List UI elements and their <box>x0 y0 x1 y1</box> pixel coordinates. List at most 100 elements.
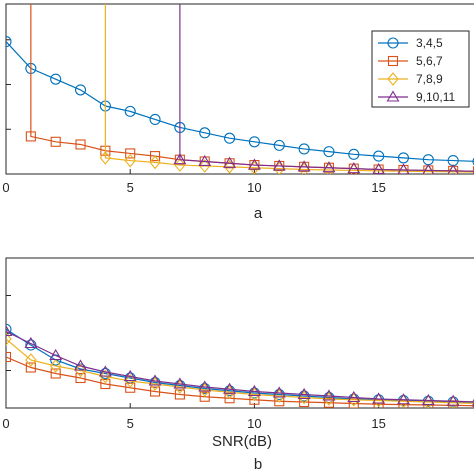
data-point <box>99 151 112 165</box>
x-tick-label: 15 <box>371 180 385 195</box>
data-point <box>198 154 212 167</box>
data-point <box>100 378 111 390</box>
data-point <box>25 131 36 142</box>
x-tick-label: 5 <box>127 180 134 195</box>
data-point <box>198 380 212 392</box>
data-point <box>223 156 237 168</box>
data-point <box>422 163 435 174</box>
data-point <box>322 389 336 401</box>
data-point <box>273 139 285 151</box>
x-tick-label: 0 <box>2 180 9 195</box>
data-point <box>247 384 261 397</box>
panel-label: b <box>254 456 262 473</box>
data-point <box>397 152 410 164</box>
data-point <box>272 159 286 171</box>
legend: 3,4,5 5,6,7 7,8,9 9,10,11 <box>371 30 470 108</box>
data-point <box>6 36 12 48</box>
data-point <box>348 148 360 160</box>
data-point <box>297 160 311 172</box>
data-point <box>347 390 361 403</box>
data-point <box>125 382 136 393</box>
data-point <box>74 363 87 378</box>
data-point <box>373 399 384 408</box>
data-point <box>199 127 211 139</box>
data-point <box>50 368 61 379</box>
x-tick-label: 15 <box>371 416 385 431</box>
data-point <box>124 374 136 388</box>
data-point <box>6 324 13 337</box>
data-point <box>373 150 385 162</box>
data-point <box>199 391 210 402</box>
legend-marker <box>387 72 399 86</box>
data-point <box>447 164 459 174</box>
axes-box <box>5 257 474 409</box>
data-point <box>298 143 310 155</box>
data-point <box>49 359 62 373</box>
data-point <box>372 162 386 174</box>
series-line <box>104 4 474 173</box>
data-point <box>148 374 162 386</box>
data-point <box>348 398 359 408</box>
data-point <box>472 157 474 166</box>
x-tick-label: 0 <box>2 416 9 431</box>
x-axis-label: SNR(dB) <box>212 433 272 450</box>
chart-panel-b: 0 5 10 15 SNR(dB) b <box>2 257 474 473</box>
x-tick-label: 10 <box>247 180 261 195</box>
series-5-6-7 <box>6 351 474 408</box>
data-point <box>272 386 286 398</box>
chart-panel-a: 0 5 10 15 3,4,5 5,6,7 7,8,9 9,10,11 a <box>2 3 474 222</box>
series-9-10-11 <box>6 324 474 407</box>
data-point <box>223 159 236 174</box>
data-point <box>173 153 187 165</box>
axes-box <box>5 3 474 175</box>
data-point <box>124 105 136 117</box>
data-point <box>372 392 386 404</box>
data-point <box>6 332 12 346</box>
data-point <box>149 155 161 170</box>
series-line <box>179 4 474 172</box>
data-point <box>149 113 161 125</box>
x-tick-label: 10 <box>247 416 261 431</box>
series-3-4-5 <box>6 36 474 167</box>
data-point <box>123 369 137 382</box>
data-point <box>397 163 410 174</box>
data-point <box>24 336 38 349</box>
legend-label: 5,6,7 <box>416 54 443 68</box>
legend-label: 9,10,11 <box>416 90 455 104</box>
data-point <box>224 132 236 144</box>
data-point <box>75 139 86 150</box>
data-point <box>50 136 61 147</box>
legend-marker <box>387 37 399 49</box>
data-point <box>397 393 410 405</box>
data-point <box>125 148 136 159</box>
data-point <box>223 382 237 394</box>
data-point <box>74 84 87 96</box>
data-point <box>447 164 459 174</box>
data-point <box>6 323 12 335</box>
data-point <box>421 393 435 406</box>
data-point <box>446 394 460 406</box>
data-point <box>323 397 334 408</box>
data-point <box>99 369 112 384</box>
data-point <box>199 159 211 173</box>
series-9-10-11 <box>173 4 474 174</box>
legend-label: 7,8,9 <box>416 72 443 86</box>
data-point <box>6 351 12 363</box>
data-point <box>150 386 161 397</box>
data-point <box>247 158 261 170</box>
legend-marker <box>387 55 399 67</box>
data-point <box>297 387 311 400</box>
data-point <box>347 162 361 174</box>
data-point <box>49 348 63 361</box>
x-tick-label: 5 <box>127 416 134 431</box>
data-point <box>174 158 186 172</box>
data-point <box>322 161 336 173</box>
data-point <box>174 389 185 400</box>
data-point <box>50 73 62 85</box>
data-point <box>25 339 37 351</box>
data-point <box>173 377 187 389</box>
legend-marker <box>386 90 400 102</box>
data-point <box>323 146 335 158</box>
data-point <box>98 365 112 377</box>
